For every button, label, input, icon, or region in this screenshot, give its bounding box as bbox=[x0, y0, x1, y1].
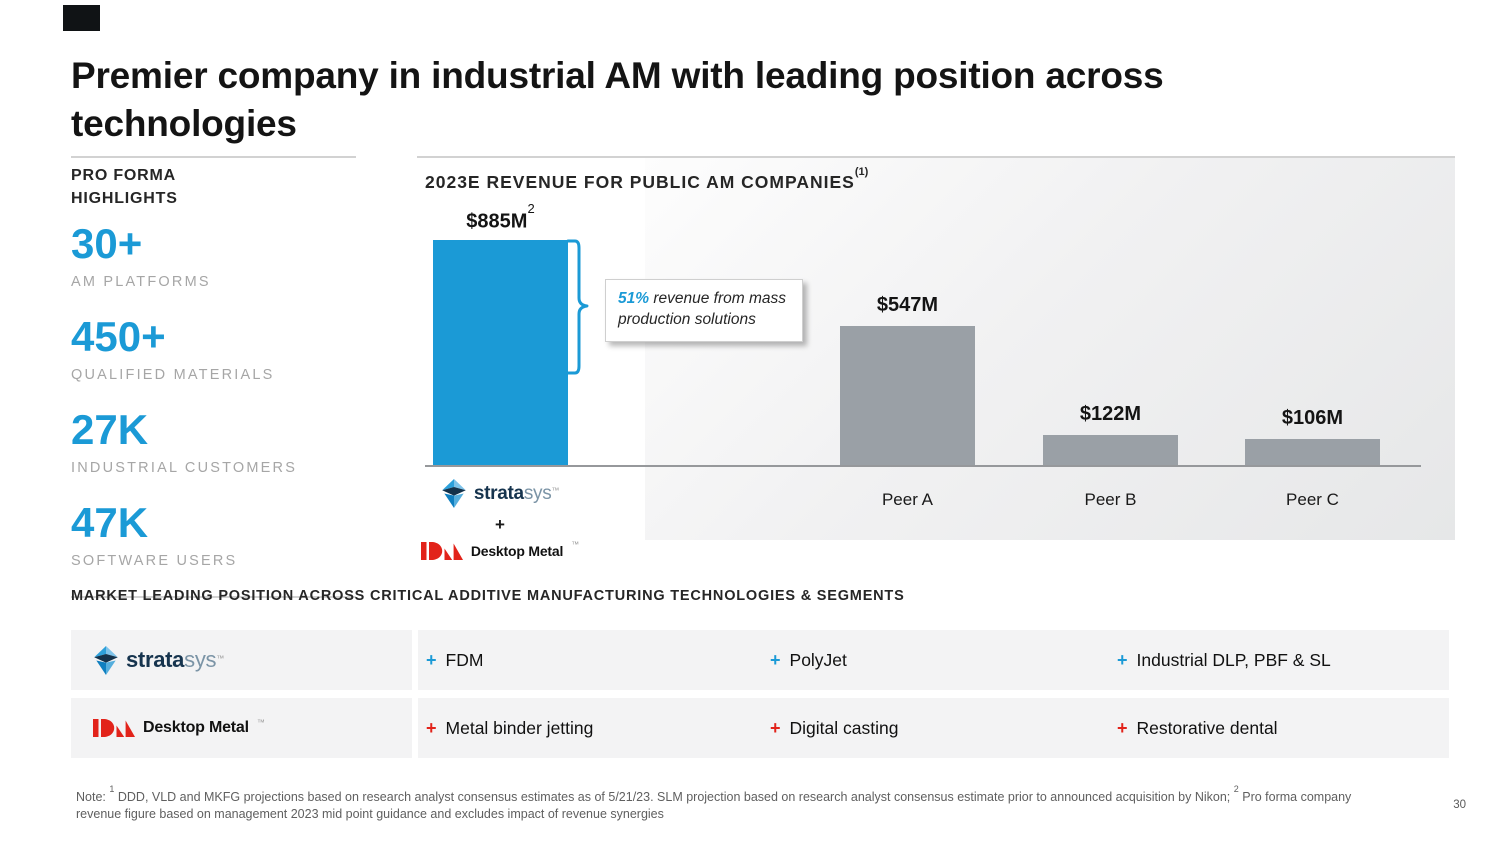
stat-value: 450+ bbox=[71, 313, 166, 361]
stratasys-wordmark: stratasys™ bbox=[126, 647, 224, 672]
bar-value-label: $106M bbox=[1213, 407, 1413, 430]
chart-title-text: 2023E REVENUE FOR PUBLIC AM COMPANIES bbox=[425, 172, 855, 192]
bar-value-label: $885M2 bbox=[401, 201, 601, 234]
footnote-sup-2: 2 bbox=[1233, 784, 1239, 794]
technology-table: stratasys™ + FDM + PolyJet + Industrial DLP, … bbox=[71, 630, 1449, 766]
stat-label: AM PLATFORMS bbox=[71, 274, 211, 291]
table-item-restorative-dental: + Restorative dental bbox=[1117, 698, 1278, 758]
combo-desktop-metal: Desktop Metal ™ bbox=[418, 539, 582, 568]
stat-value: 47K bbox=[71, 499, 149, 547]
footnote: Note: 1 DDD, VLD and MKFG projections ba… bbox=[76, 784, 1356, 824]
category-label-peer-b: Peer B bbox=[1084, 490, 1137, 509]
combined-company-label: stratasys™ + Desktop Metal ™ bbox=[418, 479, 582, 568]
stratasys-logo: stratasys™ bbox=[441, 479, 559, 508]
page-title: Premier company in industrial AM with le… bbox=[71, 55, 1164, 145]
stat-label: QUALIFIED MATERIALS bbox=[71, 367, 275, 384]
table-item-label: FDM bbox=[445, 649, 484, 670]
stat-value: 30+ bbox=[71, 220, 143, 268]
table-item-industrial-dlp-pbf-sl: + Industrial DLP, PBF & SL bbox=[1117, 630, 1331, 690]
stat-qualified-materials: 450+ QUALIFIED MATERIALS bbox=[71, 316, 356, 396]
table-logo-cell-desktop-metal: Desktop Metal ™ bbox=[71, 698, 412, 758]
pro-forma-heading: PRO FORMA HIGHLIGHTS bbox=[71, 167, 178, 208]
desktop-metal-logo: Desktop Metal ™ bbox=[93, 716, 265, 740]
category-label-peer-a: Peer A bbox=[881, 490, 934, 509]
table-item-label: Digital casting bbox=[789, 717, 899, 738]
desktop-metal-wordmark: Desktop Metal bbox=[470, 542, 564, 559]
table-item-label: PolyJet bbox=[789, 649, 847, 670]
page-number: 30 bbox=[1453, 799, 1466, 811]
plus-icon: + bbox=[1117, 649, 1128, 670]
stats-list: 30+ AM PLATFORMS 450+ QUALIFIED MATERIALS 27… bbox=[71, 223, 356, 582]
stratasys-icon bbox=[442, 479, 466, 508]
desktop-metal-icon bbox=[93, 719, 135, 737]
callout-text: revenue from mass production solutions bbox=[618, 290, 786, 329]
footnote-prefix: Note: bbox=[76, 790, 106, 805]
table-row-desktop-metal: Desktop Metal ™ + Metal binder jetting + Dig… bbox=[71, 698, 1449, 758]
plus-icon: + bbox=[1117, 717, 1128, 738]
bar-value-footnote-marker: 2 bbox=[527, 201, 535, 216]
combo-stratasys: stratasys™ bbox=[418, 479, 582, 513]
footnote-sup-1: 1 bbox=[109, 784, 115, 794]
table-items-cell: + Metal binder jetting + Digital casting + Re… bbox=[418, 698, 1449, 758]
x-axis-line bbox=[425, 465, 1421, 467]
divider-line bbox=[71, 156, 356, 158]
plus-icon: + bbox=[426, 649, 437, 670]
table-item-label: Restorative dental bbox=[1136, 717, 1278, 738]
pro-forma-highlights-panel: PRO FORMA HIGHLIGHTS 30+ AM PLATFORMS 450+… bbox=[71, 156, 356, 599]
table-item-polyjet: + PolyJet bbox=[770, 630, 847, 690]
stat-label: SOFTWARE USERS bbox=[71, 553, 238, 570]
table-item-label: Metal binder jetting bbox=[445, 717, 594, 738]
desktop-metal-wordmark: Desktop Metal bbox=[143, 719, 249, 736]
bar-peer-c bbox=[1245, 439, 1380, 466]
chart-title: 2023E REVENUE FOR PUBLIC AM COMPANIES(1) bbox=[425, 166, 868, 193]
divider-line bbox=[71, 596, 356, 599]
category-label-peer-c: Peer C bbox=[1286, 490, 1339, 509]
bar-peer-b bbox=[1043, 435, 1178, 466]
desktop-metal-logo: Desktop Metal ™ bbox=[420, 539, 579, 563]
callout-box: 51% revenue from mass production solutio… bbox=[605, 279, 803, 342]
stratasys-icon bbox=[94, 645, 118, 675]
stat-am-platforms: 30+ AM PLATFORMS bbox=[71, 223, 356, 303]
callout-highlight: 51% bbox=[618, 290, 650, 307]
chart-background-panel bbox=[645, 158, 1455, 540]
bar-peer-a bbox=[840, 326, 975, 466]
bar-value-label: $547M bbox=[808, 294, 1008, 317]
stratasys-wordmark: stratasys™ bbox=[473, 482, 560, 504]
table-item-metal-binder-jetting: + Metal binder jetting bbox=[426, 698, 593, 758]
plus-icon: + bbox=[770, 717, 781, 738]
section-heading: MARKET LEADING POSITION ACROSS CRITICAL … bbox=[71, 588, 905, 604]
stat-value: 27K bbox=[71, 406, 149, 454]
stat-industrial-customers: 27K INDUSTRIAL CUSTOMERS bbox=[71, 409, 356, 489]
plus-icon: + bbox=[426, 717, 437, 738]
chart-title-footnote-marker: (1) bbox=[854, 166, 869, 179]
bar-value-text: $106M bbox=[1281, 407, 1344, 429]
stat-software-users: 47K SOFTWARE USERS bbox=[71, 502, 356, 582]
stratasys-logo: stratasys™ bbox=[93, 645, 224, 675]
bar-value-label: $122M bbox=[1011, 403, 1211, 426]
bar-stratasys-desktop-metal bbox=[433, 240, 568, 466]
bar-value-text: $885M bbox=[466, 210, 528, 233]
footnote-text-1: DDD, VLD and MKFG projections based on r… bbox=[114, 790, 1234, 805]
table-logo-cell-stratasys: stratasys™ bbox=[71, 630, 412, 690]
table-item-fdm: + FDM bbox=[426, 630, 483, 690]
footnote-text-2: Pro forma company revenue figure based o… bbox=[76, 790, 1352, 822]
plus-icon: + bbox=[770, 649, 781, 670]
table-items-cell: + FDM + PolyJet + Industrial DLP, PBF & SL bbox=[418, 630, 1449, 690]
table-item-digital-casting: + Digital casting bbox=[770, 698, 898, 758]
bracket-icon bbox=[566, 239, 589, 375]
bar-value-text: $122M bbox=[1079, 403, 1142, 425]
table-row-stratasys: stratasys™ + FDM + PolyJet + Industrial DLP, … bbox=[71, 630, 1449, 690]
bar-value-text: $547M bbox=[876, 294, 939, 316]
desktop-metal-icon bbox=[420, 541, 463, 560]
table-item-label: Industrial DLP, PBF & SL bbox=[1136, 649, 1331, 670]
stat-label: INDUSTRIAL CUSTOMERS bbox=[71, 460, 298, 477]
company-logo-box bbox=[63, 5, 100, 31]
combo-plus: + bbox=[495, 515, 505, 534]
divider-line bbox=[417, 156, 1455, 158]
